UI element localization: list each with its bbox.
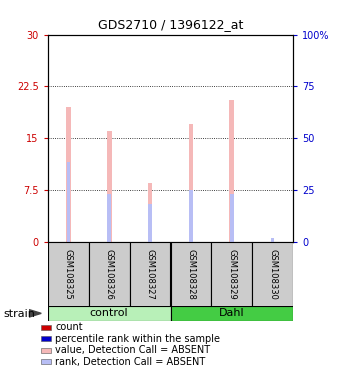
Text: Dahl: Dahl <box>219 308 245 318</box>
Bar <box>189 190 193 242</box>
Bar <box>271 238 275 242</box>
Bar <box>229 100 234 242</box>
Text: control: control <box>90 308 129 318</box>
Bar <box>66 162 70 242</box>
Polygon shape <box>29 310 41 317</box>
Text: GSM108327: GSM108327 <box>146 249 154 300</box>
Bar <box>48 242 89 307</box>
Text: strain: strain <box>3 309 35 319</box>
Bar <box>130 242 170 307</box>
Text: GSM108330: GSM108330 <box>268 249 277 300</box>
Bar <box>48 306 170 321</box>
Text: value, Detection Call = ABSENT: value, Detection Call = ABSENT <box>55 345 210 355</box>
Text: GSM108329: GSM108329 <box>227 249 236 300</box>
Bar <box>230 194 234 242</box>
Text: GDS2710 / 1396122_at: GDS2710 / 1396122_at <box>98 18 243 31</box>
Bar <box>107 131 112 242</box>
Bar <box>107 194 111 242</box>
Text: GSM108325: GSM108325 <box>64 249 73 300</box>
Bar <box>211 242 252 307</box>
Bar <box>148 183 152 242</box>
Text: percentile rank within the sample: percentile rank within the sample <box>55 334 220 344</box>
Bar <box>89 242 130 307</box>
Text: count: count <box>55 322 83 332</box>
Text: rank, Detection Call = ABSENT: rank, Detection Call = ABSENT <box>55 357 206 367</box>
Bar <box>252 242 293 307</box>
Text: GSM108328: GSM108328 <box>187 249 195 300</box>
Bar <box>189 124 193 242</box>
Bar <box>170 242 211 307</box>
Bar <box>148 204 152 242</box>
Text: GSM108326: GSM108326 <box>105 249 114 300</box>
Bar <box>170 306 293 321</box>
Bar <box>66 107 71 242</box>
